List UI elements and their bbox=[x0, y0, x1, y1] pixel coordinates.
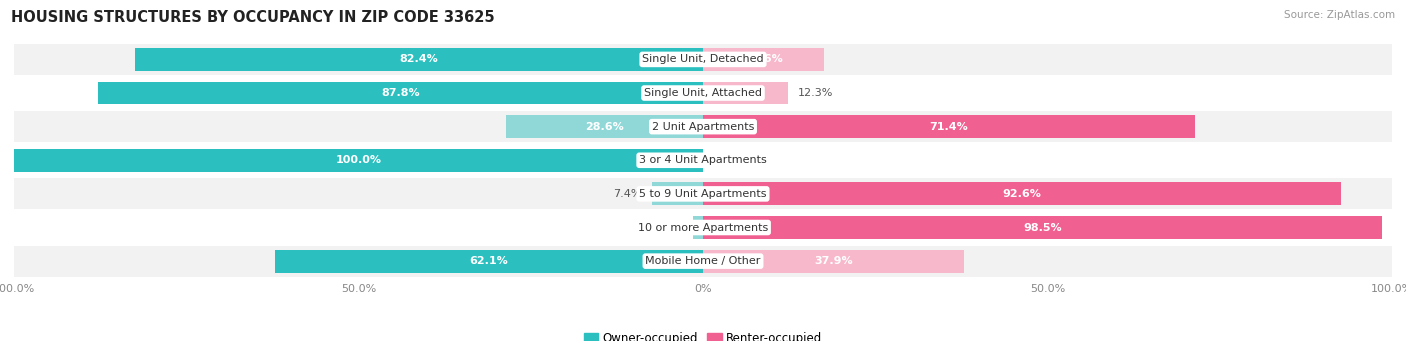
Bar bbox=[14, 44, 1392, 75]
Text: 7.4%: 7.4% bbox=[613, 189, 641, 199]
Text: 87.8%: 87.8% bbox=[381, 88, 420, 98]
Text: 0.0%: 0.0% bbox=[713, 155, 741, 165]
Bar bbox=[276, 250, 703, 272]
Text: 100.0%: 100.0% bbox=[336, 155, 381, 165]
Text: 82.4%: 82.4% bbox=[399, 55, 439, 64]
Legend: Owner-occupied, Renter-occupied: Owner-occupied, Renter-occupied bbox=[579, 328, 827, 341]
Text: 1.5%: 1.5% bbox=[654, 223, 682, 233]
Bar bbox=[693, 216, 703, 239]
Bar bbox=[14, 212, 1392, 243]
Text: 98.5%: 98.5% bbox=[1024, 223, 1062, 233]
Bar bbox=[652, 182, 703, 205]
Bar bbox=[506, 115, 703, 138]
Text: 37.9%: 37.9% bbox=[814, 256, 853, 266]
Text: 3 or 4 Unit Apartments: 3 or 4 Unit Apartments bbox=[640, 155, 766, 165]
Text: 62.1%: 62.1% bbox=[470, 256, 509, 266]
Bar bbox=[703, 48, 824, 71]
Text: Single Unit, Detached: Single Unit, Detached bbox=[643, 55, 763, 64]
Bar bbox=[14, 246, 1392, 277]
Bar bbox=[703, 250, 965, 272]
Bar bbox=[14, 178, 1392, 209]
Text: Single Unit, Attached: Single Unit, Attached bbox=[644, 88, 762, 98]
Text: 2 Unit Apartments: 2 Unit Apartments bbox=[652, 122, 754, 132]
Text: Source: ZipAtlas.com: Source: ZipAtlas.com bbox=[1284, 10, 1395, 20]
Text: HOUSING STRUCTURES BY OCCUPANCY IN ZIP CODE 33625: HOUSING STRUCTURES BY OCCUPANCY IN ZIP C… bbox=[11, 10, 495, 25]
Text: 12.3%: 12.3% bbox=[799, 88, 834, 98]
Bar bbox=[14, 111, 1392, 142]
Text: 92.6%: 92.6% bbox=[1002, 189, 1042, 199]
Text: 5 to 9 Unit Apartments: 5 to 9 Unit Apartments bbox=[640, 189, 766, 199]
Text: 71.4%: 71.4% bbox=[929, 122, 969, 132]
Bar bbox=[14, 77, 1392, 108]
Text: 28.6%: 28.6% bbox=[585, 122, 624, 132]
Bar bbox=[135, 48, 703, 71]
Text: 17.6%: 17.6% bbox=[744, 55, 783, 64]
Text: 10 or more Apartments: 10 or more Apartments bbox=[638, 223, 768, 233]
Bar bbox=[703, 182, 1341, 205]
Bar bbox=[703, 216, 1382, 239]
Bar bbox=[703, 115, 1195, 138]
Text: Mobile Home / Other: Mobile Home / Other bbox=[645, 256, 761, 266]
Bar bbox=[703, 81, 787, 104]
Bar bbox=[14, 149, 703, 172]
Bar bbox=[14, 145, 1392, 176]
Bar bbox=[98, 81, 703, 104]
